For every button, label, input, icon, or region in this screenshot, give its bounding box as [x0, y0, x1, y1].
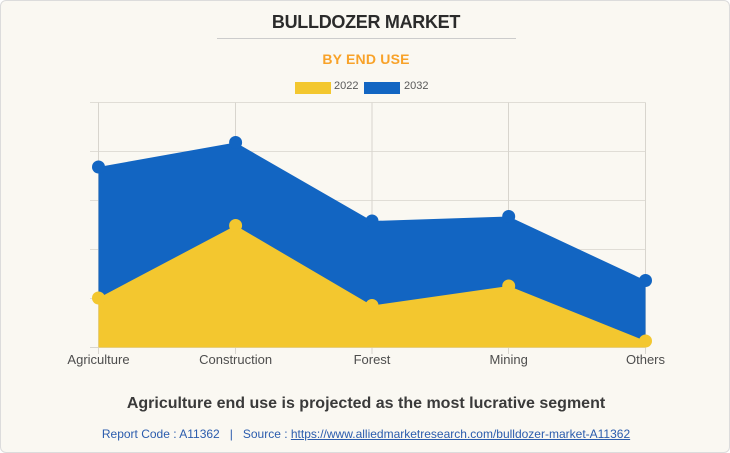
svg-text:Construction: Construction — [199, 352, 272, 367]
svg-text:Forest: Forest — [354, 352, 391, 367]
svg-text:Mining: Mining — [490, 352, 528, 367]
svg-text:Agriculture: Agriculture — [67, 352, 129, 367]
svg-text:Others: Others — [626, 352, 666, 367]
